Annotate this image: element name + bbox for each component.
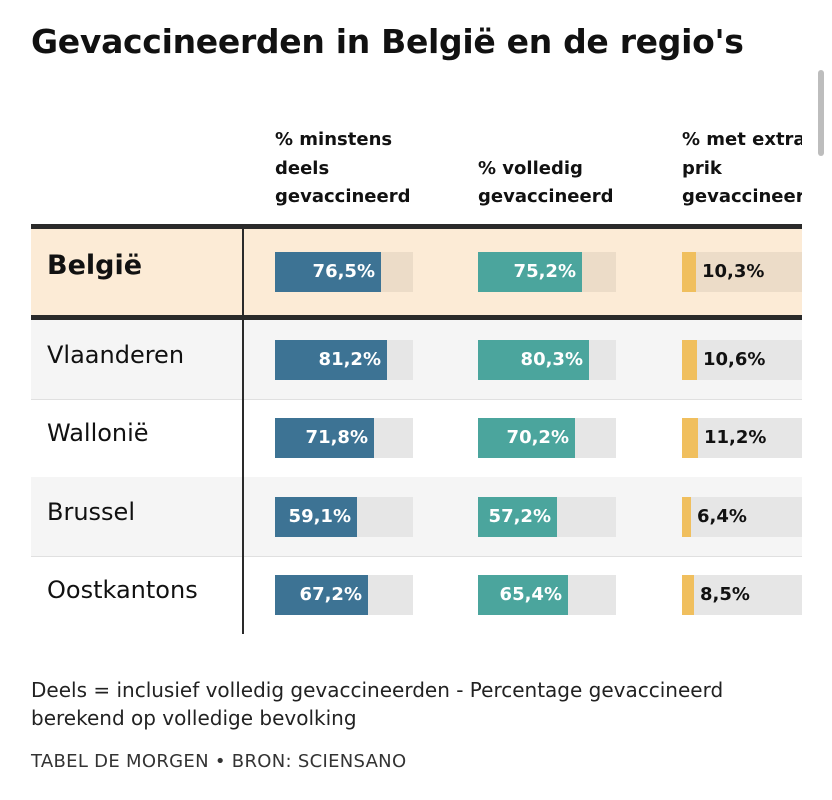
data-label: 81,2% (318, 348, 381, 370)
bar (275, 496, 357, 537)
name-column-divider (242, 229, 244, 634)
row-separator (31, 399, 802, 400)
column-header-line: gevaccineerd (682, 186, 802, 207)
bar-track: 10,3% (682, 252, 802, 292)
bar-track: 70,2% (478, 418, 616, 458)
data-label: 75,2% (513, 261, 576, 282)
bar-track: 65,4% (478, 575, 616, 615)
table-row: Oostkantons 67,2% 65,4% 8,5% (31, 556, 802, 634)
data-label: 6,4% (697, 505, 747, 527)
column-header-line: % volledig (478, 157, 583, 179)
data-label: 70,2% (506, 427, 569, 448)
bar-track: 81,2% (275, 339, 413, 380)
row-label: Wallonië (47, 419, 149, 447)
belgie-rule (31, 315, 802, 320)
bar-track: 75,2% (478, 252, 616, 292)
header-rule (31, 224, 802, 229)
bar-track: 10,6% (682, 339, 802, 380)
bar (682, 496, 691, 537)
column-header-line: % minstens (275, 129, 393, 150)
bar-track: 57,2% (478, 496, 616, 537)
column-header-extra-prik: % met extra prik gevaccineerd (682, 126, 802, 212)
scrollbar[interactable] (818, 70, 824, 156)
bar (275, 339, 387, 380)
bar (682, 575, 694, 615)
bar-track: 80,3% (478, 339, 616, 380)
chart-title: Gevaccineerden in België en de regio's (31, 22, 744, 61)
bar (682, 418, 698, 458)
column-header-line: gevaccineerd (275, 186, 411, 207)
column-header-line: deels (275, 157, 330, 179)
data-label: 80,3% (520, 348, 583, 370)
table-row: Vlaanderen 81,2% 80,3% 10,6% (31, 320, 802, 399)
column-header-volledig: % volledig gevaccineerd (478, 155, 613, 212)
row-label: Oostkantons (47, 576, 198, 604)
bar (478, 418, 575, 458)
column-header-line: prik (682, 157, 722, 179)
table-row: Brussel 59,1% 57,2% 6,4% (31, 477, 802, 556)
row-separator (31, 556, 802, 557)
column-header-line: gevaccineerd (478, 186, 614, 207)
bar-track: 8,5% (682, 575, 802, 615)
table-row: België 76,5% 75,2% 10,3% (31, 229, 802, 315)
bar (478, 339, 589, 380)
row-label: Vlaanderen (47, 340, 185, 369)
bar (682, 339, 697, 380)
bar (478, 252, 582, 292)
data-label: 57,2% (488, 505, 551, 527)
column-header-deels: % minstens deels gevaccineerd (275, 126, 410, 212)
row-label: België (47, 250, 143, 281)
data-label: 76,5% (312, 261, 375, 282)
data-label: 59,1% (288, 505, 351, 527)
bar-track: 11,2% (682, 418, 802, 458)
row-label: Brussel (47, 497, 135, 526)
column-header-line: % met extra (682, 129, 802, 150)
data-label: 65,4% (499, 584, 562, 605)
bar (275, 418, 374, 458)
data-label: 67,2% (299, 584, 362, 605)
vaccination-table: % minstens deels gevaccineerd % volledig ge… (31, 120, 802, 640)
data-label: 71,8% (305, 427, 368, 448)
bar (478, 496, 557, 537)
bar (478, 575, 568, 615)
source-credit: TABEL DE MORGEN • BRON: SCIENSANO (31, 751, 407, 772)
bar (275, 252, 381, 292)
bar-track: 76,5% (275, 252, 413, 292)
table-row: Wallonië 71,8% 70,2% 11,2% (31, 399, 802, 477)
data-label: 10,3% (702, 261, 765, 282)
footnote: Deels = inclusief volledig gevaccineerde… (31, 678, 724, 730)
bar-track: 67,2% (275, 575, 413, 615)
data-label: 10,6% (703, 348, 766, 370)
bar (275, 575, 368, 615)
data-label: 8,5% (700, 584, 750, 605)
bar-track: 6,4% (682, 496, 802, 537)
data-label: 11,2% (704, 427, 767, 448)
bar-track: 71,8% (275, 418, 413, 458)
bar-track: 59,1% (275, 496, 413, 537)
bar (682, 252, 696, 292)
